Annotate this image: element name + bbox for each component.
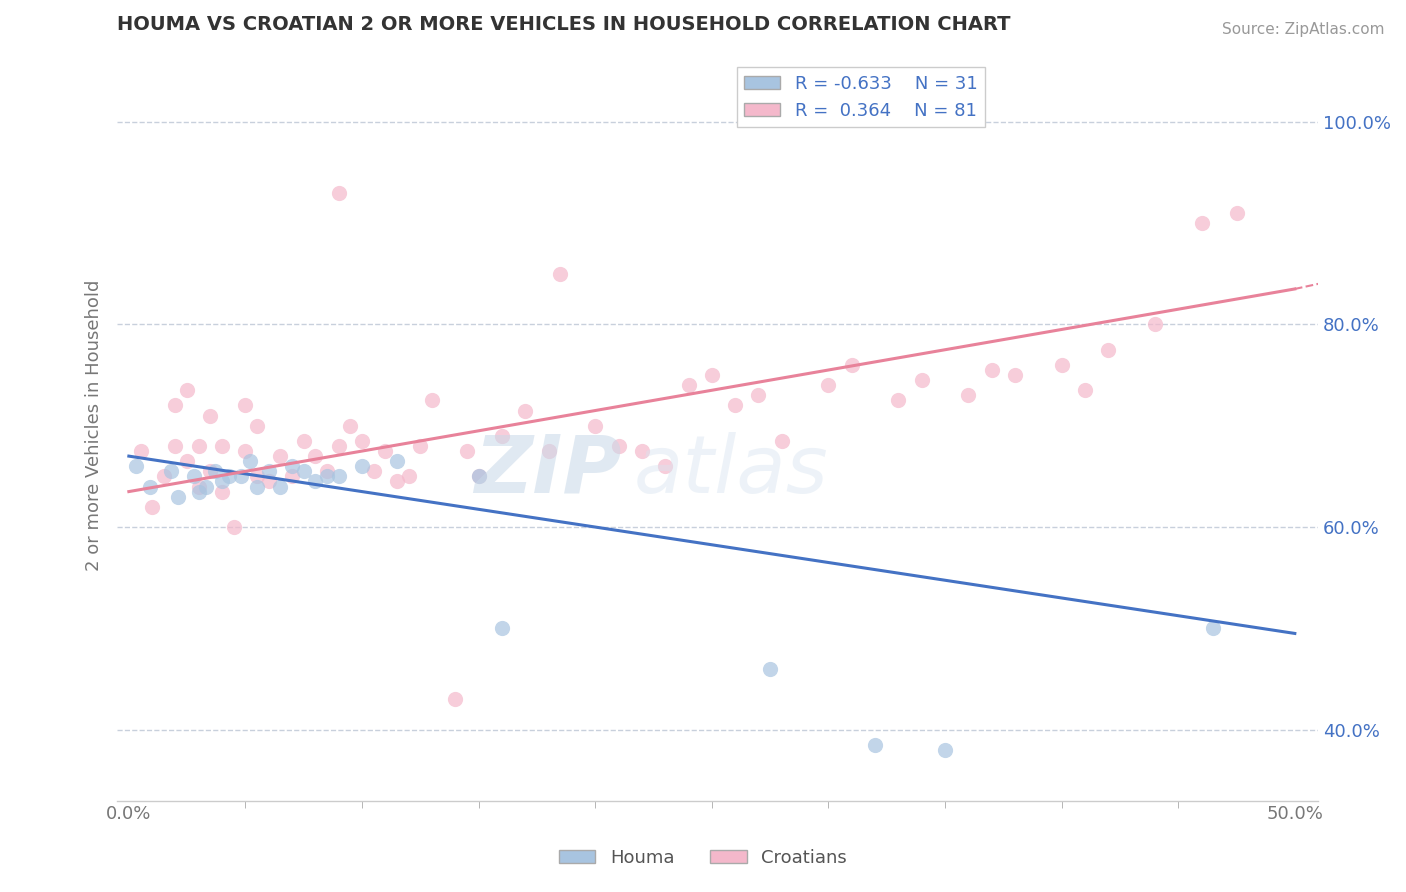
Point [328,439,350,453]
Point [841,358,863,372]
Point [239,454,262,468]
Point [1132,834,1154,848]
Point [1097,343,1119,357]
Point [222,520,245,534]
Point [304,449,326,463]
Point [934,743,956,757]
Point [165,439,187,453]
Point [1143,318,1166,332]
Point [328,469,350,483]
Point [304,475,326,489]
Point [316,469,339,483]
Point [316,464,339,478]
Point [363,464,385,478]
Point [1225,206,1247,220]
Point [246,479,269,493]
Point [515,403,537,417]
Point [246,418,269,433]
Point [339,418,361,433]
Y-axis label: 2 or more Vehicles in Household: 2 or more Vehicles in Household [86,280,103,572]
Point [218,469,240,483]
Point [863,738,886,752]
Point [159,464,181,478]
Point [491,429,513,443]
Point [153,469,176,483]
Text: atlas: atlas [634,432,828,509]
Point [409,439,432,453]
Point [211,484,233,499]
Point [548,267,571,281]
Point [678,378,700,392]
Point [456,444,478,458]
Point [292,434,315,448]
Point [420,393,443,408]
Point [211,475,233,489]
Point [200,464,222,478]
Point [139,479,162,493]
Point [246,469,269,483]
Point [491,621,513,635]
Point [1191,216,1213,230]
Text: HOUMA VS CROATIAN 2 OR MORE VEHICLES IN HOUSEHOLD CORRELATION CHART: HOUMA VS CROATIAN 2 OR MORE VEHICLES IN … [117,15,1011,34]
Point [269,479,291,493]
Point [700,368,723,382]
Point [187,479,209,493]
Point [165,399,187,413]
Point [211,439,233,453]
Point [467,469,489,483]
Point [187,439,209,453]
Point [176,384,198,398]
Point [583,418,606,433]
Legend: Houma, Croatians: Houma, Croatians [553,842,853,874]
Point [183,469,205,483]
Point [257,464,280,478]
Point [229,469,252,483]
Point [654,459,676,474]
Point [350,459,373,474]
Point [385,475,408,489]
Point [1074,384,1097,398]
Point [747,388,769,402]
Point [444,692,467,706]
Point [235,399,257,413]
Point [194,479,217,493]
Point [166,490,188,504]
Point [176,454,198,468]
Point [385,454,408,468]
Point [887,393,910,408]
Point [1050,358,1073,372]
Point [187,484,209,499]
Point [607,439,630,453]
Point [537,444,560,458]
Point [129,444,152,458]
Point [911,373,934,387]
Point [350,434,373,448]
Point [957,388,980,402]
Point [281,459,304,474]
Point [759,662,782,676]
Point [141,500,163,514]
Text: Source: ZipAtlas.com: Source: ZipAtlas.com [1222,22,1385,37]
Point [817,378,839,392]
Point [724,399,747,413]
Point [257,475,280,489]
Legend: R = -0.633    N = 31, R =  0.364    N = 81: R = -0.633 N = 31, R = 0.364 N = 81 [737,68,984,127]
Point [374,444,396,458]
Point [328,186,350,200]
Point [1004,368,1026,382]
Point [125,459,148,474]
Point [200,409,222,423]
Point [281,469,304,483]
Point [770,434,793,448]
Point [1202,621,1225,635]
Point [269,449,291,463]
Point [204,464,226,478]
Text: ZIP: ZIP [474,432,621,509]
Point [292,464,315,478]
Point [631,444,654,458]
Point [980,363,1002,377]
Point [235,444,257,458]
Point [398,469,420,483]
Point [467,469,489,483]
